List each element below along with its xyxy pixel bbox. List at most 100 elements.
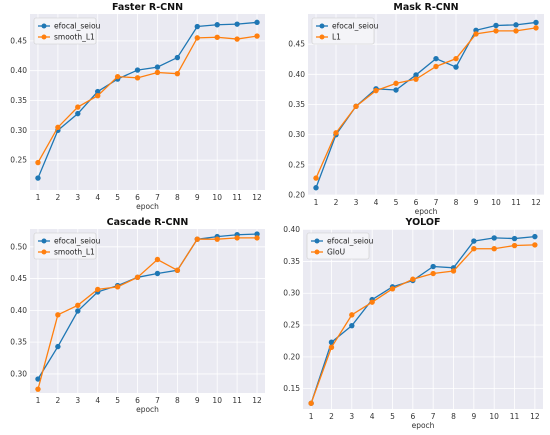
data-point xyxy=(413,76,419,82)
x-tick-label: 1 xyxy=(309,412,314,421)
data-point xyxy=(154,256,161,263)
data-point xyxy=(35,376,41,382)
data-point xyxy=(353,103,359,110)
data-point xyxy=(134,75,141,81)
data-point xyxy=(154,64,161,70)
x-tick-label: 12 xyxy=(252,193,262,202)
data-point xyxy=(369,299,375,305)
x-tick-label: 7 xyxy=(155,193,160,202)
y-tick-label: 0.30 xyxy=(10,369,27,378)
data-point xyxy=(493,28,499,34)
series-line-2 xyxy=(37,237,258,390)
legend-swatch-marker xyxy=(41,249,47,255)
x-tick-label: 10 xyxy=(491,198,501,207)
data-point xyxy=(174,54,181,61)
legend-entry-label: GIoU xyxy=(327,248,345,257)
x-tick-label: 1 xyxy=(314,198,319,207)
series-line-1 xyxy=(310,235,535,404)
data-point xyxy=(328,339,335,345)
data-point xyxy=(55,343,61,350)
y-tick-label: 0.20 xyxy=(288,191,305,200)
legend-swatch-marker xyxy=(319,23,325,29)
data-point xyxy=(174,267,181,274)
y-tick-label: 0.40 xyxy=(288,70,305,79)
data-point xyxy=(254,19,260,26)
x-tick-label: 2 xyxy=(55,396,60,405)
chart-title: Faster R-CNN xyxy=(112,2,183,13)
y-tick-label: 0.45 xyxy=(10,274,27,283)
data-point xyxy=(95,93,101,99)
series-line-2 xyxy=(315,27,537,179)
data-point xyxy=(55,124,61,131)
x-tick-label: 10 xyxy=(212,396,222,405)
series-line-1 xyxy=(37,233,258,380)
y-tick-label: 0.50 xyxy=(10,242,27,251)
data-point xyxy=(95,286,101,293)
x-tick-label: 6 xyxy=(135,193,140,202)
x-axis-label: epoch xyxy=(136,202,159,211)
x-axis-label: epoch xyxy=(412,421,435,430)
y-tick-label: 0.15 xyxy=(283,384,300,393)
data-point xyxy=(308,400,314,406)
y-tick-label: 0.30 xyxy=(10,126,27,135)
data-point xyxy=(254,231,260,237)
data-point xyxy=(214,236,220,242)
data-point xyxy=(533,25,539,31)
data-point xyxy=(75,110,81,117)
data-point xyxy=(313,185,319,191)
data-point xyxy=(35,386,41,392)
data-point xyxy=(491,246,497,252)
x-tick-label: 3 xyxy=(349,412,354,421)
data-point xyxy=(154,69,161,76)
x-tick-label: 4 xyxy=(95,193,100,202)
data-point xyxy=(532,233,538,240)
y-tick-label: 0.30 xyxy=(283,289,300,298)
x-tick-label: 3 xyxy=(75,193,80,202)
data-point xyxy=(134,274,141,281)
data-point xyxy=(471,238,477,244)
data-point xyxy=(410,276,416,282)
x-tick-label: 1 xyxy=(36,396,41,405)
data-point xyxy=(511,235,518,242)
x-tick-label: 2 xyxy=(334,198,339,207)
data-point xyxy=(134,67,141,73)
data-point xyxy=(234,21,240,27)
data-point xyxy=(349,312,355,318)
x-tick-label: 11 xyxy=(510,412,520,421)
x-tick-label: 8 xyxy=(454,198,459,207)
x-tick-label: 6 xyxy=(135,396,140,405)
legend-swatch-marker xyxy=(41,238,47,244)
data-point xyxy=(493,22,499,29)
data-point xyxy=(328,344,335,351)
series-line-2 xyxy=(37,35,258,163)
x-tick-label: 8 xyxy=(175,193,180,202)
x-axis-label: epoch xyxy=(136,405,159,414)
x-tick-label: 5 xyxy=(390,412,395,421)
data-point xyxy=(114,73,121,80)
legend-swatch-marker xyxy=(314,238,320,244)
y-tick-label: 0.25 xyxy=(288,160,305,169)
data-point xyxy=(513,22,519,28)
data-point xyxy=(393,87,399,93)
legend-entry-label: smooth_L1 xyxy=(54,248,95,257)
legend-entry-label: L1 xyxy=(332,33,341,42)
x-tick-label: 1 xyxy=(36,193,41,202)
legend-entry-label: efocal_seiou xyxy=(327,237,374,246)
x-tick-label: 5 xyxy=(115,396,120,405)
data-point xyxy=(55,312,61,318)
y-tick-label: 0.20 xyxy=(283,352,300,361)
data-point xyxy=(254,235,260,241)
legend-entry-label: efocal_seiou xyxy=(332,22,379,31)
y-tick-label: 0.45 xyxy=(10,36,27,45)
y-tick-label: 0.40 xyxy=(283,225,300,234)
data-point xyxy=(389,286,396,292)
data-point xyxy=(373,87,379,94)
x-tick-label: 11 xyxy=(232,193,242,202)
x-tick-label: 6 xyxy=(410,412,415,421)
data-point xyxy=(174,70,181,77)
